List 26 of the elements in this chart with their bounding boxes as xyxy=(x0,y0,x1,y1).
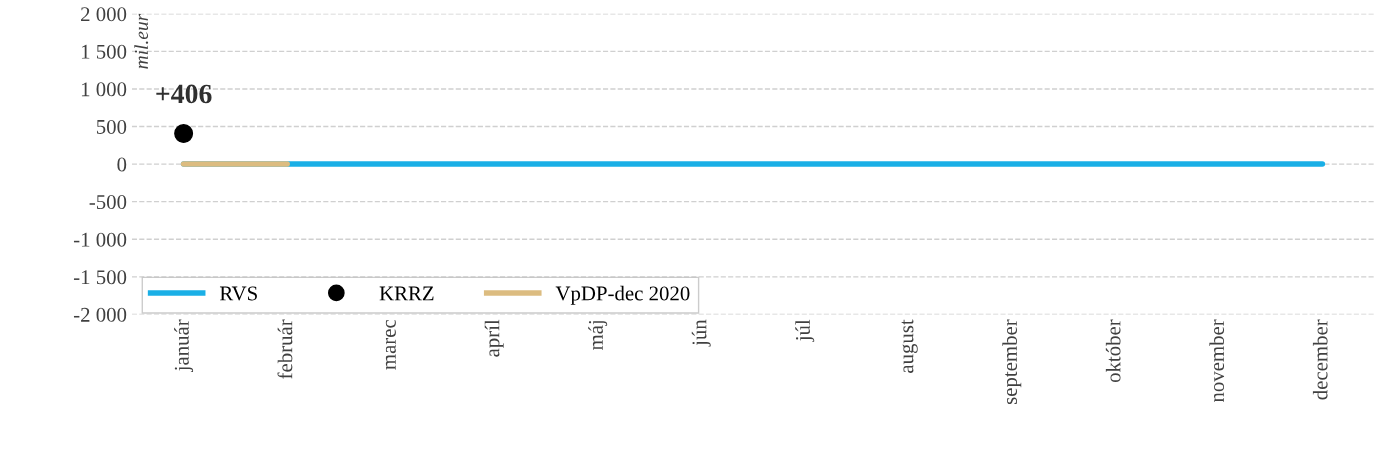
x-tick-label: január xyxy=(174,319,194,372)
y-tick-label: 500 xyxy=(96,119,127,134)
y-tick-label: -1 500 xyxy=(73,270,127,285)
legend-label: VpDP-dec 2020 xyxy=(555,285,690,305)
y-tick-label: 1 500 xyxy=(81,44,127,59)
y-tick-label: -1 000 xyxy=(73,232,127,247)
legend-label: KRRZ xyxy=(379,286,434,301)
x-tick-label: marec xyxy=(385,319,396,370)
y-axis-title: mil.eur xyxy=(134,13,149,69)
x-tick-label: december xyxy=(1312,319,1328,400)
y-tick-label: 1 000 xyxy=(81,82,127,97)
x-tick-label: august xyxy=(901,319,918,373)
y-tick-label: -500 xyxy=(89,195,127,210)
x-tick-label: jún xyxy=(691,319,711,347)
x-tick-label: júl xyxy=(795,319,815,342)
y-tick-label: 0 xyxy=(117,157,127,172)
x-tick-label: október xyxy=(1105,319,1121,383)
legend-label: RVS xyxy=(219,286,257,301)
y-tick-label: -2 000 xyxy=(73,307,127,322)
annotation: +406 xyxy=(156,84,212,104)
y-tick-label: 2 000 xyxy=(81,7,127,22)
x-tick-label: september xyxy=(1002,319,1022,405)
x-tick-label: máj xyxy=(588,321,608,351)
x-tick-label: november xyxy=(1209,319,1225,403)
x-tick-label: február xyxy=(277,319,293,379)
x-tick-label: apríl xyxy=(484,319,504,357)
